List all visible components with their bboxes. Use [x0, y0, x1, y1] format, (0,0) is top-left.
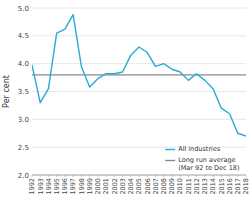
grid-line: [32, 63, 246, 64]
y-tick-label: 4.0: [18, 60, 29, 68]
x-tick: [163, 175, 164, 177]
x-tick-label: 2006: [144, 178, 152, 195]
x-tick-label: 1998: [78, 178, 86, 195]
legend-label-line: Long run average: [178, 156, 235, 164]
x-tick-label: 1992: [28, 178, 36, 195]
x-tick: [97, 175, 98, 177]
x-tick-label: 2008: [160, 178, 168, 195]
x-tick-label: 1993: [37, 178, 45, 195]
x-tick-label: 2011: [185, 178, 193, 195]
x-tick: [89, 175, 90, 177]
x-tick: [147, 175, 148, 177]
x-tick-label: 2004: [127, 178, 135, 195]
x-tick-label: 2013: [201, 178, 209, 195]
x-tick: [246, 175, 247, 177]
x-tick: [64, 175, 65, 177]
plot-area: [32, 15, 246, 136]
y-tick-label: 3.0: [18, 116, 29, 124]
legend-label-line: All industries: [178, 145, 221, 153]
legend: All industries Long run average(Mar 92 to…: [165, 145, 239, 172]
x-tick-label: 2016: [226, 178, 234, 195]
x-tick-label: 1996: [61, 178, 69, 195]
legend-swatch: [165, 149, 175, 150]
x-tick-label: 2003: [119, 178, 127, 195]
legend-label-line: (Mar 92 to Dec 18): [178, 164, 239, 172]
x-tick: [114, 175, 115, 177]
x-tick: [130, 175, 131, 177]
grid-line: [32, 8, 246, 9]
x-tick: [221, 175, 222, 177]
x-tick-label: 2007: [152, 178, 160, 195]
x-tick: [196, 175, 197, 177]
x-tick: [48, 175, 49, 177]
x-tick-label: 2017: [234, 178, 242, 195]
legend-label: All industries: [178, 145, 221, 153]
series-line: [32, 15, 246, 136]
x-tick: [229, 175, 230, 177]
y-tick-label: 4.5: [18, 32, 29, 40]
x-tick-label: 2014: [209, 178, 217, 195]
x-tick: [204, 175, 205, 177]
x-tick-label: 2010: [176, 178, 184, 195]
legend-label: Long run average(Mar 92 to Dec 18): [178, 156, 239, 172]
x-tick: [139, 175, 140, 177]
grid-line: [32, 35, 246, 36]
x-tick: [213, 175, 214, 177]
x-tick-label: 2005: [135, 178, 143, 195]
x-tick-label: 1999: [86, 178, 94, 195]
x-tick: [171, 175, 172, 177]
reference-line: [32, 74, 246, 75]
x-tick: [155, 175, 156, 177]
x-tick: [188, 175, 189, 177]
x-tick-label: 2018: [242, 178, 250, 195]
x-tick: [180, 175, 181, 177]
x-tick-label: 1997: [69, 178, 77, 195]
y-axis-label: Per cent: [2, 75, 11, 108]
legend-swatch: [165, 160, 175, 161]
x-tick-label: 2002: [111, 178, 119, 195]
x-tick: [40, 175, 41, 177]
x-tick-label: 2009: [168, 178, 176, 195]
x-tick-label: 2000: [94, 178, 102, 195]
grid-line: [32, 119, 246, 120]
x-tick-label: 2015: [218, 178, 226, 195]
x-tick-label: 2012: [193, 178, 201, 195]
x-tick: [81, 175, 82, 177]
y-tick-label: 3.5: [18, 88, 29, 96]
x-tick: [122, 175, 123, 177]
x-tick: [56, 175, 57, 177]
y-tick-label: 2.5: [18, 144, 29, 152]
x-tick: [32, 175, 33, 177]
x-tick-label: 1995: [53, 178, 61, 195]
x-tick-label: 1994: [45, 178, 53, 195]
x-tick-label: 2001: [102, 178, 110, 195]
chart: 2.02.53.03.54.04.55.01992199319941995199…: [0, 0, 252, 199]
x-tick: [237, 175, 238, 177]
x-tick: [73, 175, 74, 177]
x-tick: [106, 175, 107, 177]
y-tick-label: 5.0: [18, 5, 29, 13]
